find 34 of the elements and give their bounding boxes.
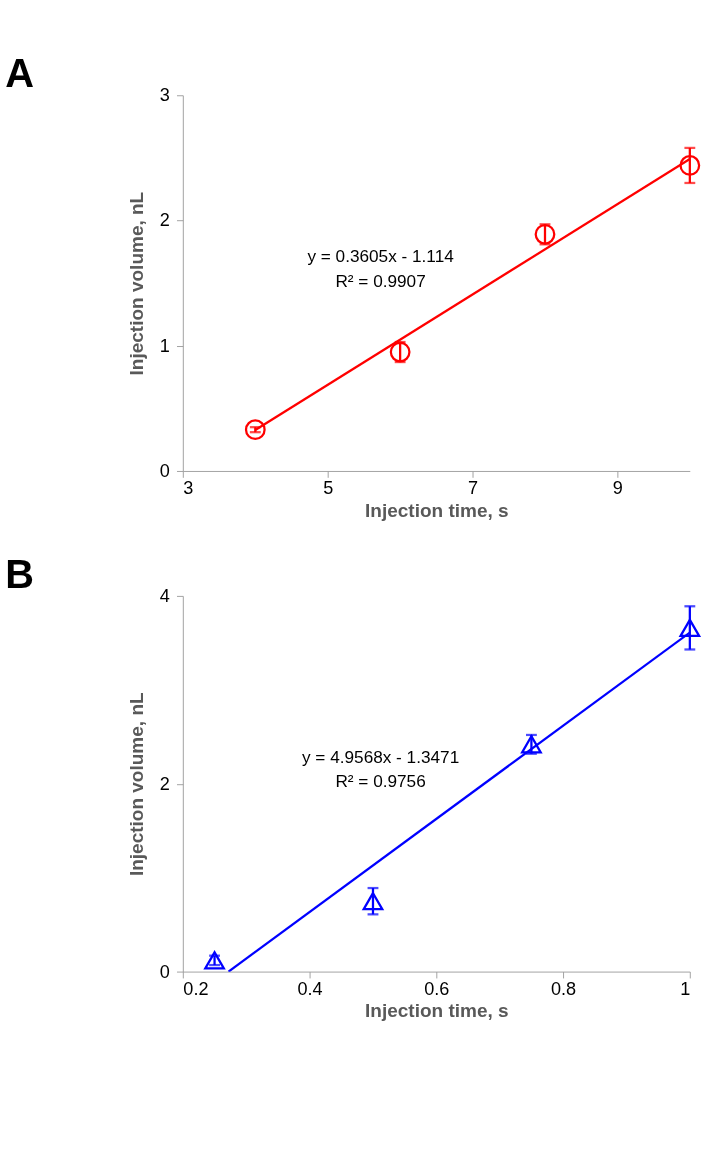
y-axis-title: Injection volume, nL bbox=[126, 191, 148, 376]
annotation: R² = 0.9756 bbox=[335, 771, 426, 792]
x-tick-label: 5 bbox=[323, 478, 334, 499]
y-tick-label: 0 bbox=[159, 961, 170, 982]
point bbox=[534, 223, 556, 245]
x-tick-label: 1 bbox=[680, 978, 691, 999]
x-tick-label: 0.8 bbox=[550, 978, 577, 999]
annotation: R² = 0.9907 bbox=[335, 270, 426, 291]
y-tick-label: 4 bbox=[159, 585, 170, 606]
x-tick-label: 7 bbox=[467, 478, 479, 499]
y-tick-label: 3 bbox=[159, 85, 170, 106]
x-tick-label: 0.2 bbox=[183, 978, 209, 999]
y-tick-label: 1 bbox=[159, 335, 170, 356]
x-tick-label: 0.6 bbox=[424, 978, 450, 999]
point bbox=[389, 341, 411, 363]
x-axis-title: Injection time, s bbox=[365, 1000, 509, 1022]
x-tick-label: 9 bbox=[612, 478, 623, 499]
chart-title: B bbox=[5, 551, 35, 596]
point bbox=[204, 951, 225, 970]
y-axis-title: Injection volume, nL bbox=[126, 692, 148, 877]
x-axis-title: Injection time, s bbox=[365, 499, 509, 521]
point bbox=[679, 618, 701, 638]
point bbox=[362, 892, 384, 911]
y-tick-label: 0 bbox=[159, 460, 170, 481]
annotation: y = 4.9568x - 1.3471 bbox=[301, 746, 460, 767]
point bbox=[521, 735, 542, 754]
y-tick-label: 2 bbox=[159, 773, 170, 794]
x-tick-label: 0.4 bbox=[297, 978, 323, 999]
annotation: y = 0.3605x - 1.114 bbox=[307, 246, 455, 267]
point bbox=[679, 155, 701, 176]
chart-title: A bbox=[5, 51, 35, 96]
x-tick-label: 3 bbox=[183, 478, 194, 499]
point bbox=[244, 419, 266, 441]
y-tick-label: 2 bbox=[159, 210, 170, 231]
